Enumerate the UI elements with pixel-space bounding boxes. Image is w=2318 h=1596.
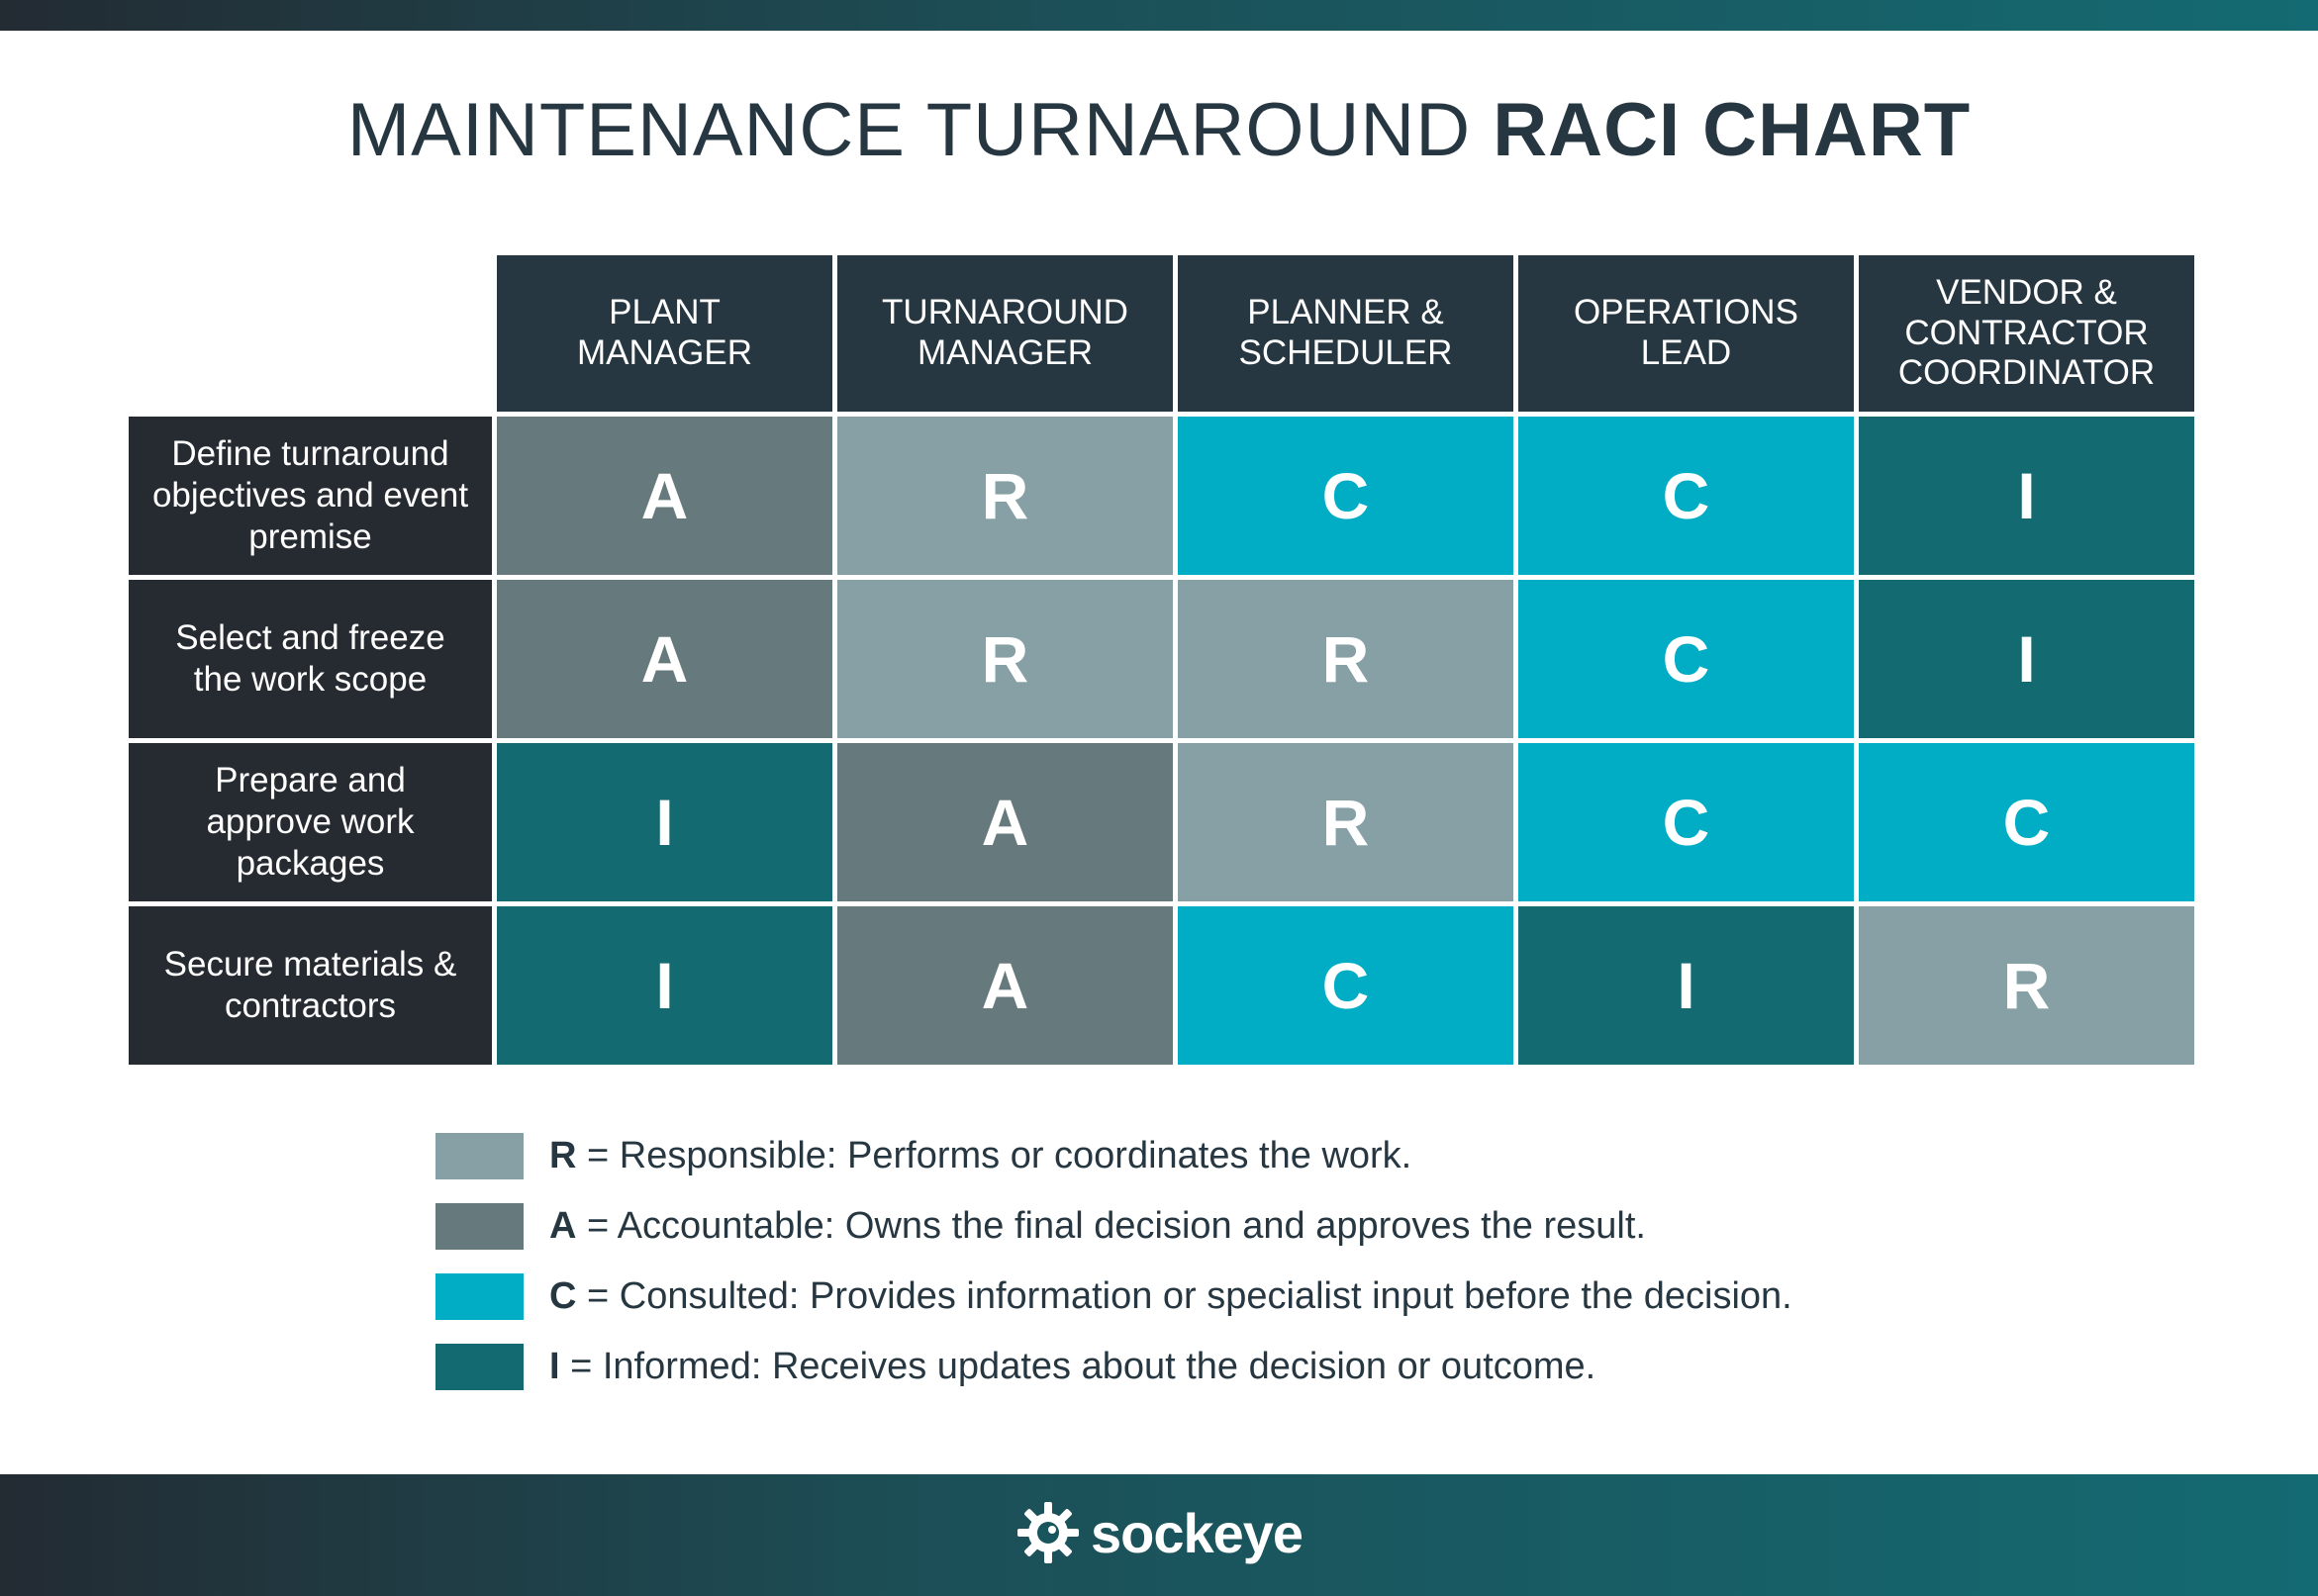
raci-cell: R [1178,743,1513,901]
legend-description: = Consulted: Provides information or spe… [576,1275,1792,1317]
raci-cell: I [1518,906,1854,1065]
column-header: TURNAROUND MANAGER [837,255,1173,412]
raci-cell: A [497,580,832,738]
raci-cell: A [497,417,832,575]
raci-cell: A [837,743,1173,901]
footer [0,1474,2318,1596]
row-header: Select and freeze the work scope [129,580,492,738]
column-header: VENDOR & CONTRACTOR COORDINATOR [1859,255,2194,412]
row-header: Secure materials & contractors [129,906,492,1065]
row-header: Define turnaround objectives and event p… [129,417,492,575]
legend-swatch [435,1273,524,1320]
raci-cell: R [1859,906,2194,1065]
raci-cell: A [837,906,1173,1065]
legend-item: C = Consulted: Provides information or s… [435,1273,1792,1320]
page-title: MAINTENANCE TURNAROUND RACI CHART [0,87,2318,173]
raci-cell: C [1178,417,1513,575]
legend-key: A [549,1205,577,1247]
legend-swatch [435,1344,524,1390]
legend-text: R = Responsible: Performs or coordinates… [549,1135,1411,1177]
gear-icon [1017,1502,1079,1563]
raci-cell: C [1859,743,2194,901]
row-header: Prepare and approve work packages [129,743,492,901]
legend-text: A = Accountable: Owns the final decision… [549,1205,1646,1248]
raci-cell: I [497,906,832,1065]
column-header: OPERATIONS LEAD [1518,255,1854,412]
legend-item: R = Responsible: Performs or coordinates… [435,1133,1792,1179]
raci-cell: C [1518,743,1854,901]
legend-item: A = Accountable: Owns the final decision… [435,1203,1792,1250]
column-header: PLANNER & SCHEDULER [1178,255,1513,412]
legend-item: I = Informed: Receives updates about the… [435,1344,1792,1390]
legend-key: R [549,1135,577,1176]
raci-table: PLANT MANAGER TURNAROUND MANAGER PLANNER &… [129,255,2194,1065]
legend-text: I = Informed: Receives updates about the… [549,1346,1595,1388]
legend: R = Responsible: Performs or coordinates… [435,1133,1792,1414]
legend-key: C [549,1275,577,1317]
raci-cell: C [1518,417,1854,575]
legend-description: = Informed: Receives updates about the d… [559,1346,1596,1387]
legend-description: = Accountable: Owns the final decision a… [576,1205,1646,1247]
legend-swatch [435,1203,524,1250]
legend-swatch [435,1133,524,1179]
legend-key: I [549,1346,560,1387]
logo: sockeye [1015,1498,1304,1567]
title-light: MAINTENANCE TURNAROUND [346,88,1472,172]
top-bar [0,0,2318,31]
raci-cell: R [837,580,1173,738]
legend-description: = Responsible: Performs or coordinates t… [576,1135,1412,1176]
column-header: PLANT MANAGER [497,255,832,412]
raci-cell: R [837,417,1173,575]
raci-cell: I [1859,417,2194,575]
raci-cell: C [1518,580,1854,738]
title-bold: RACI CHART [1493,88,1972,172]
raci-cell: R [1178,580,1513,738]
raci-cell: I [497,743,832,901]
raci-cell: C [1178,906,1513,1065]
raci-cell: I [1859,580,2194,738]
legend-text: C = Consulted: Provides information or s… [549,1275,1792,1318]
logo-text: sockeye [1091,1501,1304,1564]
table-corner [129,255,492,412]
